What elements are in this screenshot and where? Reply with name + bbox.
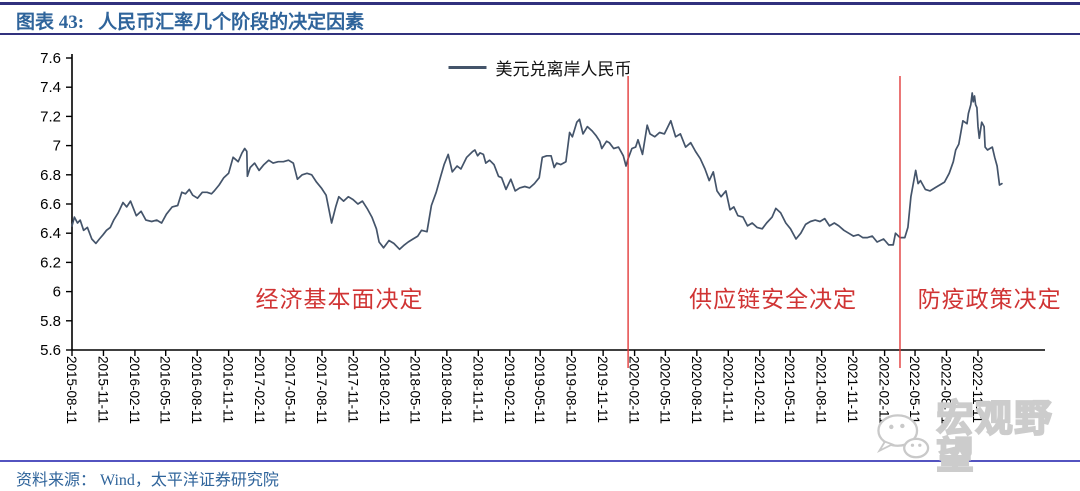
y-tick-label: 6 (53, 284, 61, 301)
bottom-rule (0, 460, 1080, 462)
x-tick-label: 2017-11-11 (345, 356, 360, 423)
figure-title: 图表 43: 人民币汇率几个阶段的决定因素 (16, 7, 364, 34)
figure-number-label: 图表 43: (16, 12, 85, 33)
y-tick-label: 5.6 (40, 342, 61, 359)
x-tick-label: 2022-11-11 (970, 356, 985, 423)
x-tick-label: 2020-05-11 (657, 356, 672, 424)
y-tick-label: 5.8 (40, 313, 61, 330)
wechat-bubbles-icon (876, 414, 930, 459)
x-tick-label: 2016-08-11 (189, 356, 204, 424)
y-tick-label: 6.4 (40, 225, 61, 242)
annotation-economic-fundamentals: 经济基本面决定 (255, 287, 424, 314)
x-tick-label: 2016-05-11 (158, 356, 173, 424)
x-tick-label: 2020-11-11 (720, 356, 735, 423)
y-tick-label: 7 (53, 138, 61, 155)
y-tick-label: 6.8 (40, 167, 61, 184)
x-tick-label: 2021-05-11 (782, 356, 797, 424)
x-tick-label: 2016-02-11 (127, 356, 142, 424)
figure-title-text: 人民币汇率几个阶段的决定因素 (98, 12, 365, 33)
x-tick-label: 2019-08-11 (564, 356, 579, 424)
legend-line-swatch (448, 66, 487, 69)
x-tick-label: 2018-08-11 (439, 356, 454, 424)
watermark-text: 宏观野望 (936, 397, 1054, 477)
x-tick-label: 2020-08-11 (689, 356, 704, 424)
y-tick-label: 7.6 (40, 50, 61, 67)
chart-legend: 美元兑离岸人民币 (448, 55, 632, 80)
y-tick-label: 6.6 (40, 196, 61, 213)
x-tick-label: 2018-11-11 (470, 356, 485, 423)
y-tick-label: 7.2 (40, 108, 61, 125)
x-tick-label: 2021-08-11 (814, 356, 829, 424)
top-rule (0, 2, 1080, 5)
x-tick-label: 2019-05-11 (532, 356, 547, 424)
watermark: 宏观野望 (872, 397, 1080, 477)
x-tick-label: 2018-02-11 (377, 356, 392, 424)
legend-series-label: 美元兑离岸人民币 (495, 60, 632, 80)
title-underline-rule (0, 33, 1080, 35)
x-tick-label: 2017-05-11 (283, 356, 298, 424)
annotation-pandemic-policy: 防疫政策决定 (917, 287, 1062, 314)
x-tick-label: 2021-11-11 (845, 356, 860, 423)
x-tick-label: 2018-05-11 (407, 356, 422, 424)
x-tick-label: 2019-02-11 (502, 356, 517, 424)
x-tick-label: 2021-02-11 (752, 356, 767, 424)
x-tick-label: 2019-11-11 (595, 356, 610, 423)
source-note: 资料来源： Wind，太平洋证券研究院 (16, 472, 279, 489)
x-tick-label: 2022-08-11 (939, 356, 954, 424)
series-line (71, 92, 1003, 251)
x-tick-label: 2022-02-11 (877, 356, 892, 424)
x-tick-label: 2015-08-11 (64, 356, 79, 424)
y-tick-label: 7.4 (40, 79, 61, 96)
x-tick-label: 2016-11-11 (221, 356, 236, 423)
annotation-supply-chain-security: 供应链安全决定 (689, 287, 858, 314)
x-tick-label: 2022-05-11 (907, 356, 922, 424)
x-tick-label: 2020-02-11 (627, 356, 642, 424)
x-tick-label: 2015-11-11 (95, 356, 110, 423)
x-tick-label: 2017-02-11 (252, 356, 267, 424)
y-tick-label: 6.2 (40, 254, 61, 271)
x-tick-label: 2017-08-11 (314, 356, 329, 424)
